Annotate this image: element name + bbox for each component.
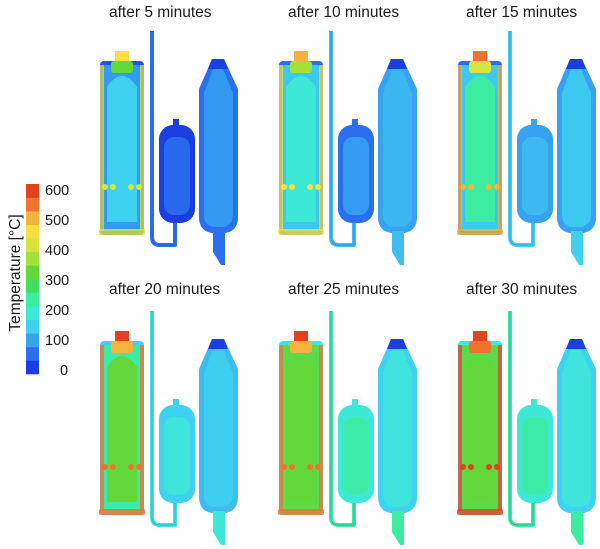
- heated-container: [457, 331, 503, 515]
- colorbar-swatches: [26, 184, 39, 375]
- colorbar-swatch-12: [26, 197, 39, 212]
- colorbar-tick-600: 600: [45, 183, 69, 199]
- colorbar-swatch-5: [26, 292, 39, 307]
- right-vessel: [199, 339, 238, 545]
- heated-container: [99, 51, 145, 235]
- panel-10-min: [278, 31, 417, 265]
- colorbar-tick-200: 200: [45, 303, 69, 319]
- colorbar-swatch-13: [26, 184, 39, 198]
- colorbar-tick-100: 100: [45, 333, 69, 349]
- middle-vessel: [517, 399, 553, 503]
- middle-vessel: [338, 399, 374, 503]
- middle-vessel: [159, 119, 195, 223]
- right-vessel: [378, 339, 417, 545]
- heated-container: [457, 51, 503, 235]
- heated-container: [278, 51, 324, 235]
- colorbar-swatch-2: [26, 333, 39, 348]
- colorbar-title: Temperature [°C]: [7, 214, 24, 331]
- colorbar-swatch-1: [26, 346, 39, 361]
- panel-title-25-min: after 25 minutes: [288, 281, 399, 298]
- connecting-pipe: [329, 31, 356, 247]
- right-vessel: [378, 59, 417, 265]
- colorbar-swatch-6: [26, 279, 39, 293]
- panel-title-5-min: after 5 minutes: [109, 4, 212, 21]
- panel-20-min: [99, 311, 238, 545]
- panel-5-min: [99, 31, 238, 265]
- colorbar-swatch-11: [26, 211, 39, 226]
- connecting-pipe: [150, 31, 177, 247]
- middle-vessel: [159, 399, 195, 503]
- panel-25-min: [278, 311, 417, 545]
- colorbar-tick-500: 500: [45, 213, 69, 229]
- colorbar-swatch-4: [26, 306, 39, 321]
- simulation-panels: [99, 31, 596, 545]
- panel-30-min: [457, 311, 596, 545]
- colorbar-swatch-7: [26, 265, 39, 280]
- panel-title-15-min: after 15 minutes: [466, 4, 577, 21]
- connecting-pipe: [508, 311, 535, 527]
- colorbar-swatch-10: [26, 224, 39, 239]
- colorbar-tick-400: 400: [45, 243, 69, 259]
- right-vessel: [199, 59, 238, 265]
- connecting-pipe: [150, 311, 177, 527]
- connecting-pipe: [329, 311, 356, 527]
- panel-title-20-min: after 20 minutes: [109, 281, 220, 298]
- panel-title-30-min: after 30 minutes: [466, 281, 577, 298]
- colorbar-swatch-9: [26, 238, 39, 253]
- middle-vessel: [517, 119, 553, 223]
- right-vessel: [557, 339, 596, 545]
- colorbar: 600 500 400 300 200 100 0 Temperature [°…: [7, 183, 69, 379]
- colorbar-tick-300: 300: [45, 273, 69, 289]
- panel-15-min: [457, 31, 596, 265]
- panel-title-10-min: after 10 minutes: [288, 4, 399, 21]
- heated-container: [99, 331, 145, 515]
- heated-container: [278, 331, 324, 515]
- colorbar-tick-0: 0: [60, 363, 68, 379]
- connecting-pipe: [508, 31, 535, 247]
- colorbar-swatch-0: [26, 360, 39, 375]
- colorbar-swatch-3: [26, 319, 39, 334]
- right-vessel: [557, 59, 596, 265]
- middle-vessel: [338, 119, 374, 223]
- colorbar-swatch-8: [26, 251, 39, 266]
